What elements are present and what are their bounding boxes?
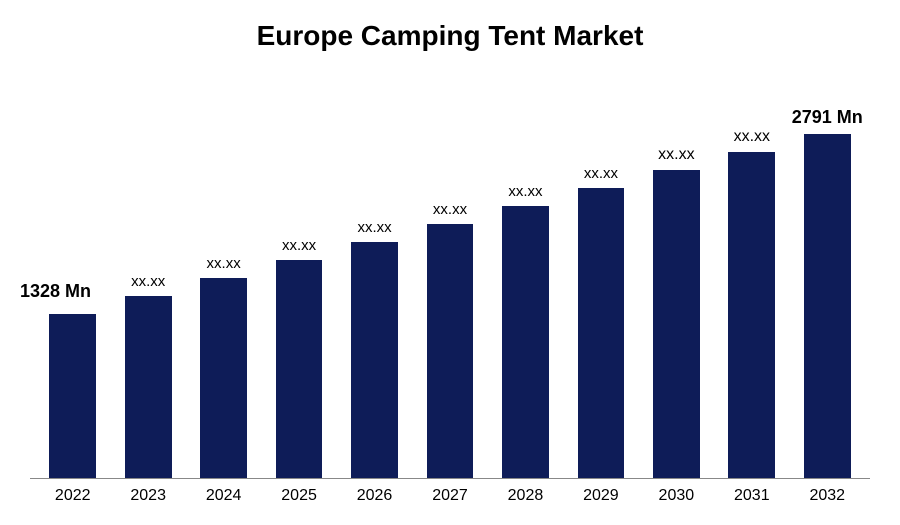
bar-value-label: xx.xx xyxy=(282,237,316,254)
x-axis-label: 2032 xyxy=(790,487,865,505)
x-axis-label: 2028 xyxy=(488,487,563,505)
bar-group: xx.xx xyxy=(186,77,261,478)
x-axis-label: 2024 xyxy=(186,487,261,505)
bar xyxy=(427,224,474,478)
bar xyxy=(49,314,96,478)
bar-value-label: xx.xx xyxy=(207,255,241,272)
chart-container: Europe Camping Tent Market 1328 Mn xx.xx x… xyxy=(0,0,900,525)
bar-value-label: xx.xx xyxy=(433,201,467,218)
bar-value-label: xx.xx xyxy=(658,146,694,164)
bar xyxy=(276,260,323,478)
x-axis-label: 2030 xyxy=(639,487,714,505)
bar xyxy=(125,296,172,478)
bar xyxy=(578,188,625,478)
x-axis-label: 2025 xyxy=(261,487,336,505)
x-axis-label: 2026 xyxy=(337,487,412,505)
bar-group: xx.xx xyxy=(563,77,638,478)
plot-area: 1328 Mn xx.xx xx.xx xx.xx xx.xx xx.xx xx.xx xx.… xyxy=(30,77,870,479)
bar xyxy=(728,152,775,478)
bar-group: xx.xx xyxy=(714,77,789,478)
x-axis-label: 2029 xyxy=(563,487,638,505)
bar-value-label: xx.xx xyxy=(584,165,618,182)
chart-title: Europe Camping Tent Market xyxy=(30,20,870,52)
bar-value-label: xx.xx xyxy=(131,273,165,290)
bar-value-label: xx.xx xyxy=(508,183,542,200)
x-axis-label: 2031 xyxy=(714,487,789,505)
bar-group: xx.xx xyxy=(412,77,487,478)
bar-group: 1328 Mn xyxy=(35,77,110,478)
bar-group: xx.xx xyxy=(337,77,412,478)
bar xyxy=(653,170,700,478)
bar-value-label: 2791 Mn xyxy=(792,107,863,128)
bar-group: xx.xx xyxy=(639,77,714,478)
bar-group: 2791 Mn xyxy=(790,77,865,478)
bar-group: xx.xx xyxy=(261,77,336,478)
bar-value-label: 1328 Mn xyxy=(20,281,91,302)
bar xyxy=(351,242,398,478)
bar-group: xx.xx xyxy=(110,77,185,478)
bar xyxy=(502,206,549,478)
x-axis-label: 2027 xyxy=(412,487,487,505)
x-axis-label: 2022 xyxy=(35,487,110,505)
x-axis: 2022202320242025202620272028202920302031… xyxy=(30,479,870,505)
bar xyxy=(804,134,851,478)
bar-value-label: xx.xx xyxy=(734,128,770,146)
bar-group: xx.xx xyxy=(488,77,563,478)
x-axis-label: 2023 xyxy=(110,487,185,505)
bar xyxy=(200,278,247,478)
bar-value-label: xx.xx xyxy=(357,219,391,236)
